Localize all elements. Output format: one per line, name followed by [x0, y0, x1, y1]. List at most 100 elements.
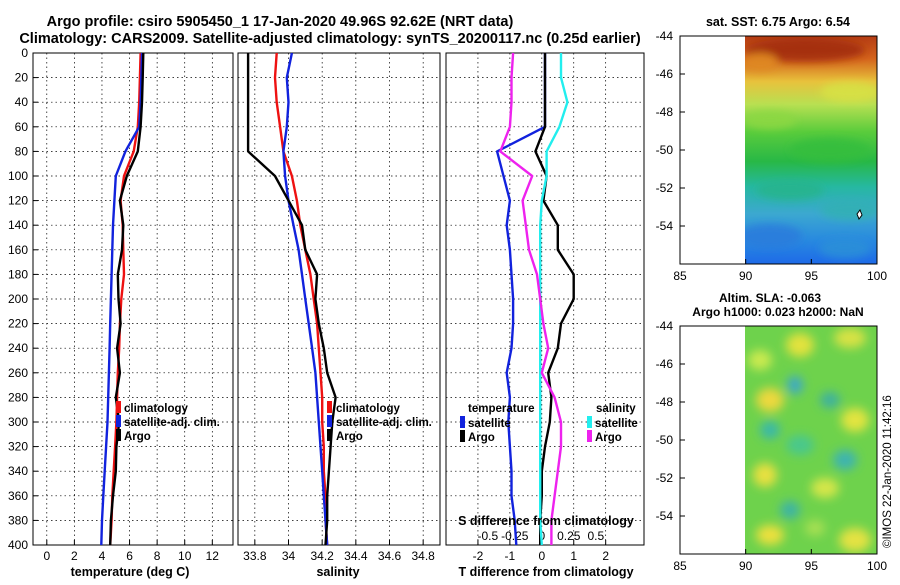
sst-heatmap-texture [745, 38, 877, 258]
legend-swatch-s-argo [587, 430, 592, 442]
diff-tick-label: 1 [570, 549, 577, 563]
sal-series-satellite-adj-clim- [282, 52, 329, 546]
sla-heatmap-texture [748, 328, 871, 552]
legend-label-argo: Argo [124, 431, 151, 443]
longitude-tick-label: 100 [867, 559, 887, 573]
legend-label-t-argo: Argo [468, 432, 495, 444]
longitude-tick-label: 95 [805, 269, 819, 283]
sst-latitude-labels: -54 -52 -50 -48 -46 -44 [656, 29, 685, 233]
salinity-grid [238, 52, 440, 546]
longitude-tick-label: 90 [739, 269, 753, 283]
sal-tick-label: 34 [282, 549, 296, 563]
longitude-tick-label: 100 [867, 269, 887, 283]
legend-swatch-argo [327, 429, 332, 441]
legend-swatch-s-satellite [587, 416, 592, 428]
difference-legend-temperature: temperature satellite Argo [460, 403, 534, 444]
depth-tick-label: 280 [8, 390, 28, 404]
copyright-watermark: ©IMOS 22-Jan-2020 11:42:16 [882, 395, 894, 548]
temp-tick-label: 6 [126, 549, 133, 563]
depth-tick-labels: 0 20 40 60 80 100 120 140 160 180 200 220 240 260 280 3… [8, 46, 38, 552]
temp-tick-label: 10 [178, 549, 192, 563]
legend-swatch-argo [116, 429, 121, 441]
sst-map-panel: sat. SST: 6.75 Argo: 6.54 -54 -52 -50 -48 -4… [656, 15, 888, 283]
sla-map-subtitle: Argo h1000: 0.023 h2000: NaN [692, 305, 863, 319]
legend-label-t-satellite: satellite [468, 418, 511, 430]
depth-tick-label: 360 [8, 489, 28, 503]
depth-tick-label: 380 [8, 513, 28, 527]
t-difference-axis-label: T difference from climatology [458, 565, 633, 579]
depth-tick-label: 120 [8, 194, 28, 208]
latitude-tick-label: -54 [656, 219, 674, 233]
sla-latitude-labels: -54 -52 -50 -48 -46 -44 [656, 319, 685, 523]
difference-panel: -2 -1 0 1 2 -0.5 -0.25 0 0.25 0.5 T difference f… [445, 52, 645, 579]
figure-title-line2: Climatology: CARS2009. Satellite-adjuste… [19, 31, 640, 47]
sal-tick-label: 34.8 [411, 549, 435, 563]
salinity-tick-labels: 33.8 34 34.2 34.4 34.6 34.8 [243, 549, 435, 563]
sal-tick-label: 33.8 [243, 549, 267, 563]
s-diff-tick-label: 0.5 [587, 529, 604, 543]
depth-tick-label: 20 [15, 71, 29, 85]
temp-tick-label: 8 [154, 549, 161, 563]
temperature-legend: climatology satellite-adj. clim. Argo [116, 401, 220, 443]
sla-map-title: Altim. SLA: -0.063 [719, 291, 821, 305]
depth-tick-label: 140 [8, 218, 28, 232]
diff-tick-label: 2 [602, 549, 609, 563]
diff-series-t-argo [534, 53, 575, 545]
longitude-tick-label: 90 [739, 559, 753, 573]
sal-tick-label: 34.4 [344, 549, 368, 563]
s-difference-axis-label: S difference from climatology [458, 514, 634, 528]
diff-tick-label: -2 [473, 549, 484, 563]
latitude-tick-label: -44 [656, 319, 674, 333]
depth-tick-label: 180 [8, 267, 28, 281]
temperature-panel: 0204060801001201401601802002202402602803… [8, 46, 234, 579]
legend-label-s-satellite: satellite [595, 418, 638, 430]
latitude-tick-label: -46 [656, 67, 674, 81]
temperature-axis-label: temperature (deg C) [71, 565, 190, 579]
s-diff-tick-label: 0.25 [557, 529, 581, 543]
latitude-tick-label: -50 [656, 143, 674, 157]
temp-tick-label: 2 [71, 549, 78, 563]
longitude-tick-label: 95 [805, 559, 819, 573]
legend-swatch-climatology [116, 401, 121, 413]
depth-tick-label: 100 [8, 169, 28, 183]
legend-label-climatology: climatology [124, 403, 189, 415]
difference-legend-salinity: salinity satellite Argo [587, 403, 638, 444]
float-position-marker [856, 208, 863, 221]
depth-tick-label: 40 [15, 95, 29, 109]
depth-tick-label: 0 [21, 46, 28, 60]
diff-series-t-satellite [495, 53, 547, 546]
temp-series-satellite-adj-clim- [100, 52, 144, 546]
legend-label-argo: Argo [336, 431, 363, 443]
t-difference-tick-labels: -2 -1 0 1 2 [473, 549, 610, 563]
temp-tick-label: 0 [43, 549, 50, 563]
temperature-grid [33, 52, 233, 546]
longitude-tick-label: 85 [673, 269, 687, 283]
depth-tick-label: 160 [8, 243, 28, 257]
sla-map-panel: Altim. SLA: -0.063 Argo h1000: 0.023 h20… [656, 291, 888, 573]
legend-swatch-satellite [116, 415, 121, 427]
legend-swatch-satellite [327, 415, 332, 427]
legend-label-s-argo: Argo [595, 432, 622, 444]
s-diff-tick-label: -0.5 [477, 529, 498, 543]
legend-label-satellite: satellite-adj. clim. [124, 417, 220, 429]
legend-label-satellite: satellite-adj. clim. [336, 417, 432, 429]
salinity-legend: climatology satellite-adj. clim. Argo [327, 401, 432, 443]
depth-tick-label: 300 [8, 415, 28, 429]
legend-swatch-climatology [327, 401, 332, 413]
temp-series-argo [109, 52, 145, 546]
diff-tick-label: 0 [538, 549, 545, 563]
legend-swatch-t-satellite [460, 416, 465, 428]
temp-tick-label: 12 [206, 549, 220, 563]
depth-tick-label: 200 [8, 292, 28, 306]
temperature-lines [100, 52, 145, 546]
depth-tick-label: 320 [8, 440, 28, 454]
difference-lines [495, 52, 575, 546]
sst-longitude-labels: 85 90 95 100 [673, 259, 887, 283]
depth-tick-label: 80 [15, 144, 29, 158]
temp-series-climatology [109, 52, 142, 546]
figure-title-line1: Argo profile: csiro 5905450_1 17-Jan-202… [47, 14, 514, 30]
depth-tick-label: 240 [8, 341, 28, 355]
depth-tick-label: 340 [8, 464, 28, 478]
sal-tick-label: 34.2 [310, 549, 334, 563]
latitude-tick-label: -48 [656, 395, 674, 409]
